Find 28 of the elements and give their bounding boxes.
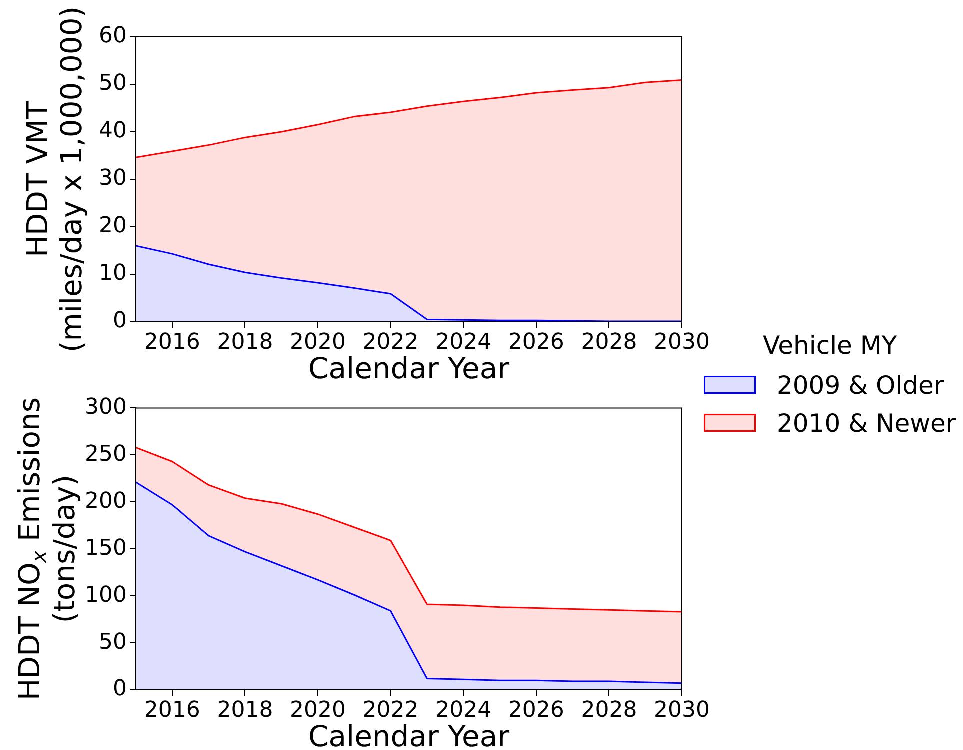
y-tick-label: 250 xyxy=(85,442,127,467)
x-tick-label: 2030 xyxy=(654,330,710,355)
x-tick-label: 2028 xyxy=(581,698,638,723)
y-tick-label: 0 xyxy=(113,676,127,702)
y-tick-label: 30 xyxy=(99,166,127,192)
x-tick-label: 2030 xyxy=(654,698,710,723)
y-tick-label: 100 xyxy=(85,582,127,608)
x-tick-label: 2016 xyxy=(144,330,200,355)
y-tick-label: 0 xyxy=(113,308,127,334)
y-tick-label: 300 xyxy=(85,394,127,420)
y-tick-label: 10 xyxy=(99,261,127,286)
y-tick-label: 200 xyxy=(85,488,127,514)
y-tick-label: 50 xyxy=(99,71,127,96)
x-tick-label: 2026 xyxy=(508,698,564,723)
legend-title: Vehicle MY xyxy=(763,331,898,360)
y-tick-label: 50 xyxy=(99,630,127,655)
y-tick-label: 20 xyxy=(99,214,127,239)
y-axis-title: HDDT VMT (miles/day x 1,000,000) xyxy=(20,6,89,353)
legend-label: 2010 & Newer xyxy=(777,408,956,438)
x-tick-label: 2018 xyxy=(217,330,274,355)
y-tick-label: 60 xyxy=(99,24,127,49)
y-tick-label: 40 xyxy=(99,118,127,144)
x-tick-label: 2028 xyxy=(581,330,638,355)
legend-label: 2009 & Older xyxy=(777,370,944,400)
x-tick-label: 2026 xyxy=(508,330,564,355)
y-tick-label: 150 xyxy=(85,536,127,561)
x-tick-label: 2018 xyxy=(217,698,274,723)
x-tick-label: 2016 xyxy=(144,698,200,723)
